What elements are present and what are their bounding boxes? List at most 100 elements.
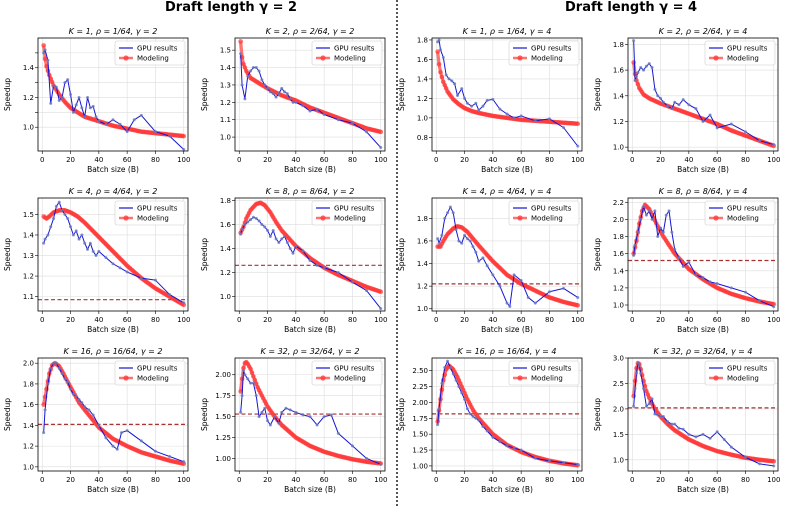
gpu-results-point (681, 98, 685, 102)
y-tick-label: 1.0 (613, 144, 624, 152)
gpu-results-point (241, 369, 245, 373)
gpu-results-point (670, 230, 674, 234)
data-layer (235, 359, 385, 466)
gpu-results-point (647, 62, 651, 66)
gpu-results-point (132, 118, 136, 122)
gpu-results-point (71, 233, 75, 237)
gpu-results-point (656, 94, 660, 98)
y-tick-label: 1.0 (23, 463, 34, 471)
gpu-results-point (437, 407, 441, 411)
legend-modeling-label: Modeling (137, 215, 169, 223)
chart-title: K = 4, ρ = 4/64, γ = 4 (463, 187, 552, 196)
gpu-results-point (350, 121, 354, 125)
gpu-results-point (634, 75, 638, 79)
chart-title: K = 1, ρ = 1/64, γ = 2 (69, 27, 158, 36)
legend-modeling-label: Modeling (137, 55, 169, 63)
gpu-results-point (460, 241, 464, 245)
x-tick-label: 40 (291, 156, 300, 164)
gpu-results-point (74, 103, 78, 107)
gpu-results-point (111, 262, 115, 266)
y-tick-label: 1.2 (23, 94, 34, 102)
gpu-results-point (308, 109, 312, 113)
modeling-point (575, 121, 581, 127)
x-tick-label: 20 (656, 476, 665, 484)
gpu-results-point (42, 51, 46, 55)
gpu-results-point (83, 241, 87, 245)
gpu-results-point (257, 69, 261, 73)
y-tick-label: 1.4 (613, 92, 625, 100)
y-tick-label: 2.0 (23, 360, 34, 368)
modeling-point (181, 133, 187, 139)
gpu-results-point (274, 95, 278, 99)
gpu-results-point (457, 385, 461, 389)
gpu-results-point (266, 419, 270, 423)
gpu-results-point (285, 92, 289, 96)
gpu-results-point (86, 95, 90, 99)
modeling-point (49, 79, 55, 85)
gpu-results-point (336, 118, 340, 122)
chart-panel-8: 0 20 40 60 80 100 1.0 1.2 1.4 1.6 1.8 2.0 2.2 K = 8, … (593, 187, 780, 334)
x-tick-label: 40 (94, 156, 103, 164)
gpu-results-point (43, 237, 47, 241)
x-tick-label: 60 (713, 156, 722, 164)
gpu-results-point (647, 402, 651, 406)
gpu-results-point (277, 92, 281, 96)
x-tick-label: 60 (713, 476, 722, 484)
plot-frame (37, 37, 189, 152)
legend-gpu-label: GPU results (334, 365, 375, 373)
gpu-results-point (715, 430, 719, 434)
y-axis-label: Speedup (3, 398, 12, 431)
legend: GPU results Modeling (114, 200, 186, 226)
gpu-results-point (182, 148, 186, 151)
gpu-results-point (80, 401, 84, 405)
y-tick-label: 2.2 (613, 199, 624, 207)
x-tick-label: 0 (434, 476, 438, 484)
legend: GPU results Modeling (704, 40, 776, 66)
plot-frame (627, 37, 779, 152)
gpu-results-point (266, 228, 270, 232)
gpu-results-point (329, 413, 333, 417)
gpu-results-point (60, 95, 64, 99)
modeling-point (635, 81, 641, 87)
y-tick-label: 1.2 (613, 284, 624, 292)
gpu-results-point (454, 378, 458, 382)
modeling-point (251, 374, 256, 379)
gpu-results-point (661, 415, 665, 419)
x-axis-label: Batch size (B) (284, 325, 336, 334)
gpu-results-point (715, 282, 719, 286)
legend-modeling-label: Modeling (137, 375, 169, 383)
gpu-results-point (91, 413, 95, 417)
gpu-results-point (283, 90, 287, 94)
modeling-point (45, 68, 51, 74)
legend: GPU results Modeling (704, 200, 776, 226)
plot-frame (431, 357, 583, 472)
gpu-results-point (66, 380, 70, 384)
y-tick-label: 1.0 (23, 124, 34, 132)
gpu-results-point (715, 126, 719, 130)
gpu-results-point (111, 444, 115, 448)
x-tick-label: 100 (767, 476, 780, 484)
x-tick-label: 20 (656, 316, 665, 324)
gpu-results-point (240, 394, 244, 398)
x-tick-label: 40 (291, 316, 300, 324)
legend-modeling-label: Modeling (727, 215, 759, 223)
modeling-point (253, 381, 259, 386)
y-tick-label: 1.6 (220, 221, 232, 229)
legend-modeling-label: Modeling (334, 375, 366, 383)
gpu-results-point (446, 211, 450, 215)
gpu-results-point (666, 420, 670, 424)
x-tick-label: 0 (434, 156, 438, 164)
gpu-results-point (661, 230, 665, 234)
gpu-results-point (647, 209, 651, 213)
chart-panel-10: 0 20 40 60 80 100 1.00 1.25 1.50 1.75 2.00 K = 32, … (200, 347, 387, 494)
modeling-point (249, 370, 255, 375)
y-tick-label: 1.50 (412, 431, 428, 439)
legend-modeling-label: Modeling (531, 215, 563, 223)
y-tick-label: 1.0 (220, 293, 231, 301)
y-tick-label: 1.0 (417, 305, 428, 313)
gpu-results-point (379, 146, 383, 150)
y-tick-label: 1.4 (23, 422, 35, 430)
gpu-results-point (46, 233, 50, 237)
gpu-results-point (104, 256, 108, 260)
gpu-results-point (249, 381, 253, 385)
